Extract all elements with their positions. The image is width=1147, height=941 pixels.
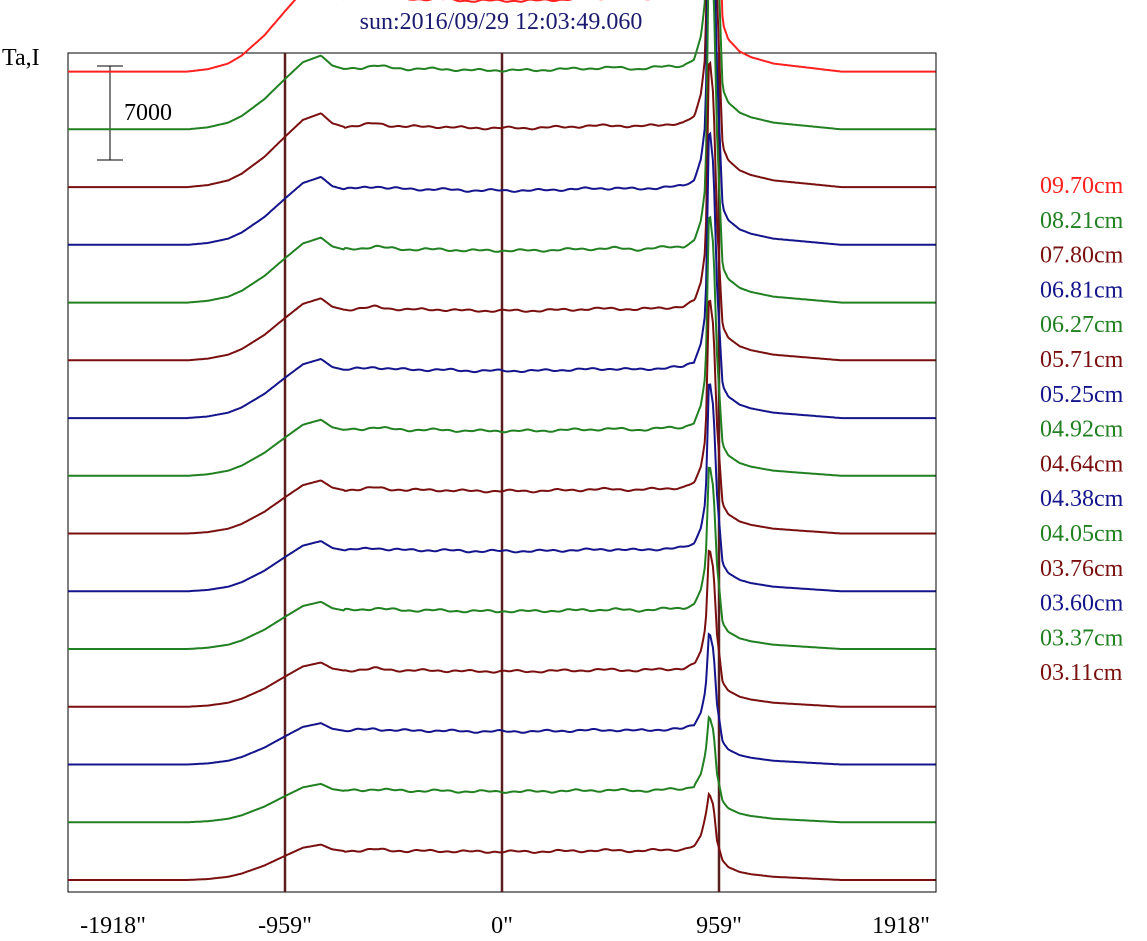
legend: 09.70cm 08.21cm 07.80cm 06.81cm 06.27cm 05.71… (1040, 173, 1124, 686)
series-layer (68, 0, 936, 881)
legend-entry: 05.71cm (1040, 347, 1124, 373)
series-line-06.27cm (68, 0, 936, 304)
legend-entry: 06.27cm (1040, 312, 1124, 338)
series-line-07.80cm (68, 0, 936, 189)
series-line-03.76cm (68, 549, 936, 708)
series-line-04.05cm (68, 466, 936, 650)
legend-entry: 04.05cm (1040, 521, 1124, 547)
series-line-03.60cm (68, 632, 936, 766)
scale-bar-label: 7000 (124, 100, 172, 126)
reference-lines (283, 53, 721, 892)
legend-entry: 03.11cm (1040, 660, 1123, 686)
legend-entry: 08.21cm (1040, 208, 1124, 234)
x-tick-label: 959" (696, 913, 742, 939)
legend-entry: 04.92cm (1040, 417, 1124, 443)
legend-entry: 03.76cm (1040, 556, 1124, 582)
x-tick-label: 1918" (872, 913, 930, 939)
legend-entry: 04.38cm (1040, 486, 1124, 512)
legend-entry: 06.81cm (1040, 277, 1124, 303)
series-line-04.38cm (68, 383, 936, 593)
chart-title: sun:2016/09/29 12:03:49.060 (360, 9, 643, 35)
series-line-05.71cm (68, 60, 936, 362)
series-line-03.37cm (68, 714, 936, 824)
series-line-04.64cm (68, 299, 936, 535)
series-line-04.92cm (68, 215, 936, 477)
series-line-09.70cm (68, 0, 936, 73)
legend-entry: 05.25cm (1040, 382, 1124, 408)
x-tick-labels: -1918" -959" 0" 959" 1918" (80, 913, 930, 939)
legend-entry: 04.64cm (1040, 451, 1124, 477)
x-tick-label: 0" (491, 913, 513, 939)
series-line-08.21cm (68, 0, 936, 131)
series-line-05.25cm (68, 131, 936, 420)
y-axis-label: Ta,I (2, 45, 40, 71)
x-tick-label: -1918" (80, 913, 146, 939)
legend-entry: 03.37cm (1040, 625, 1124, 651)
legend-entry: 03.60cm (1040, 591, 1124, 617)
x-tick-label: -959" (258, 913, 312, 939)
legend-entry: 09.70cm (1040, 173, 1124, 199)
series-line-06.81cm (68, 0, 936, 246)
series-line-03.11cm (68, 791, 936, 881)
scale-bar: 7000 (97, 65, 172, 161)
legend-entry: 07.80cm (1040, 243, 1124, 269)
